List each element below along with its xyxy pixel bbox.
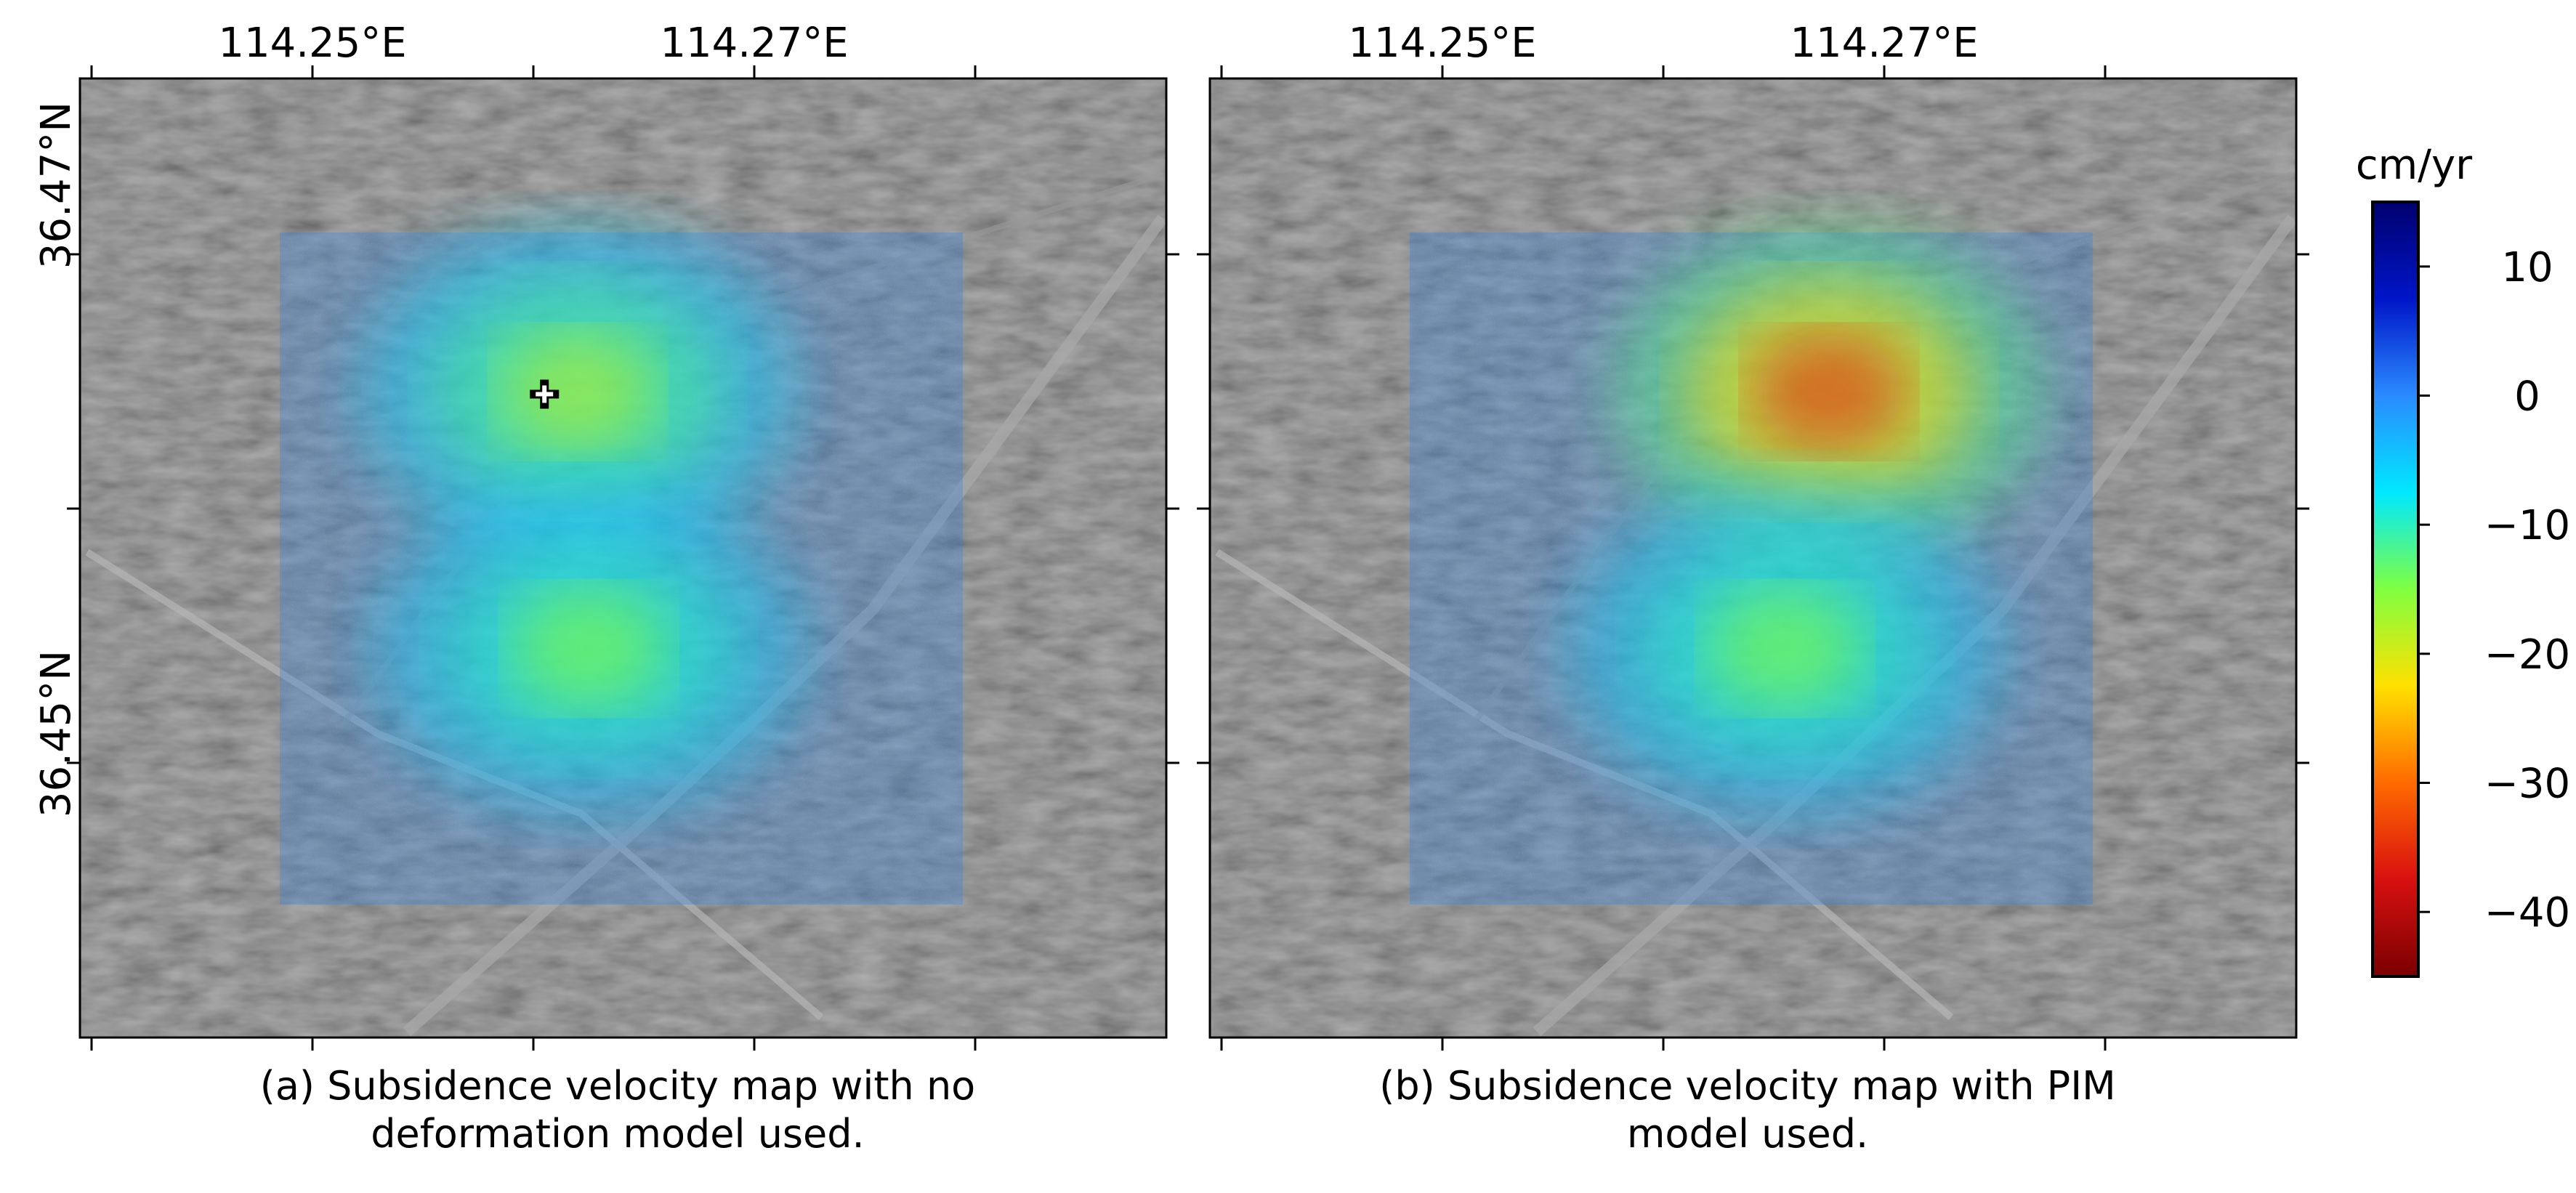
axis-ticks-a [67, 65, 1179, 1051]
colorbar-tick-label: −20 [2484, 631, 2570, 679]
x-tick-label-b-2: 114.27°E [1790, 20, 1978, 67]
subsidence-anomalies-b [1567, 225, 2046, 816]
panel-a: 114.25°E 114.27°E 36.47°N 36.45°N [33, 20, 1179, 1051]
colorbar-gradient [2371, 201, 2420, 978]
y-tick-label-a-2: 36.45°N [33, 650, 80, 817]
subsidence-anomaly [513, 590, 664, 707]
caption-a-line1: (a) Subsidence velocity map with no [259, 1063, 976, 1109]
colorbar-tick-label: −10 [2484, 502, 2570, 549]
colorbar: cm/yr 10 0 −10 −20 −30 −40 [2356, 142, 2570, 978]
x-tick-label-b-1: 114.25°E [1348, 20, 1536, 67]
subsidence-anomaly [501, 333, 653, 450]
reference-point-marker [530, 379, 560, 409]
caption-b: (b) Subsidence velocity map with PIM mod… [1239, 1062, 2256, 1158]
map-frame-b [1208, 77, 2298, 1039]
caption-a: (a) Subsidence velocity map with no defo… [109, 1062, 1126, 1158]
axis-ticks-b [1197, 65, 2309, 1051]
colorbar-unit-label: cm/yr [2356, 142, 2473, 189]
colorbar-tick-label: 0 [2514, 373, 2540, 421]
colorbar-tick-label: 10 [2501, 244, 2553, 291]
marker-cross [536, 385, 554, 403]
panel-b: 114.25°E 114.27°E [1197, 20, 2309, 1051]
subsidence-anomaly [1709, 590, 1861, 707]
caption-b-line1: (b) Subsidence velocity map with PIM [1379, 1063, 2116, 1109]
colorbar-ticks: 10 0 −10 −20 −30 −40 [2418, 244, 2570, 937]
colorbar-tick-label: −30 [2484, 761, 2570, 808]
caption-b-line2: model used. [1626, 1111, 1869, 1157]
subsidence-anomalies-a [360, 225, 806, 816]
colorbar-tick-label: −40 [2484, 889, 2570, 937]
x-tick-label-a-2: 114.27°E [660, 20, 848, 67]
y-tick-label-a-1: 36.47°N [33, 102, 80, 269]
x-tick-label-a-1: 114.25°E [218, 20, 406, 67]
caption-a-line2: deformation model used. [371, 1111, 865, 1157]
subsidence-anomaly [1753, 333, 1905, 450]
map-frame-a [78, 77, 1168, 1039]
